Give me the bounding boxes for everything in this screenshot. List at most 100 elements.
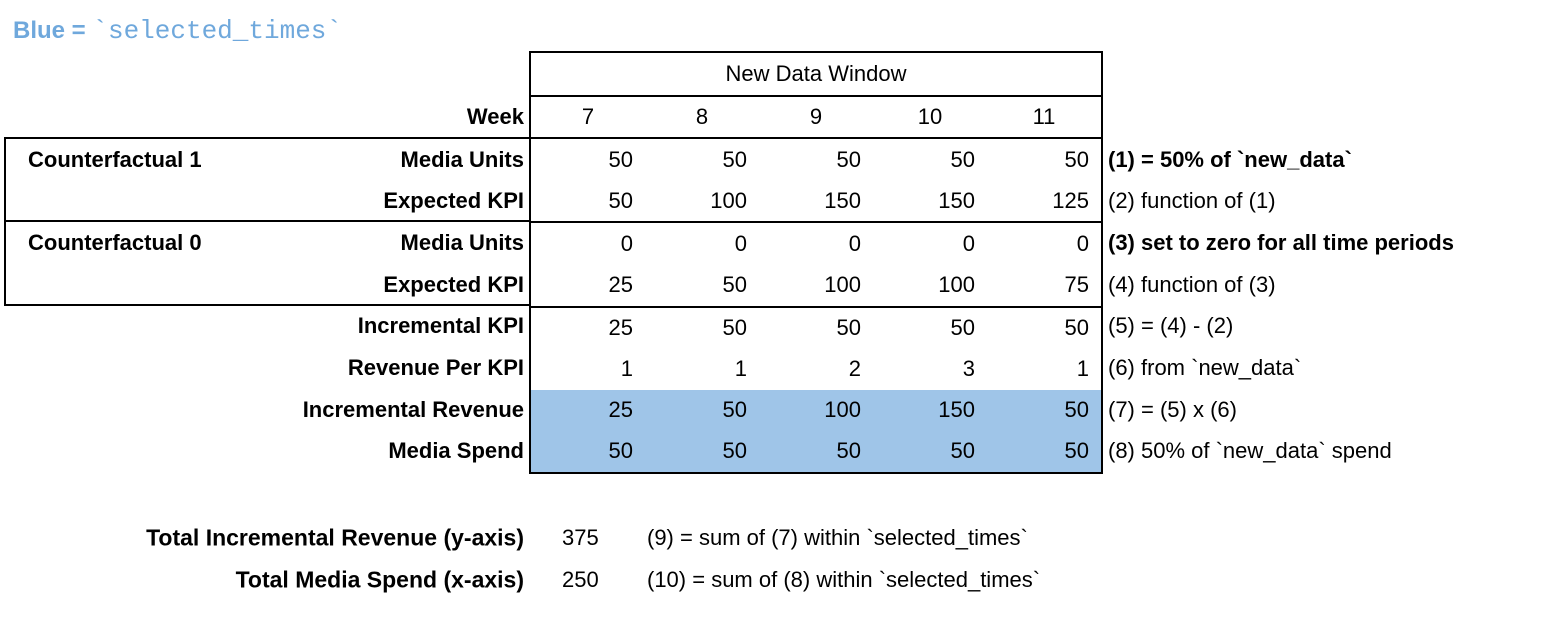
table-cell: 50: [722, 315, 747, 341]
table-cell: 50: [950, 146, 975, 172]
table-cell: 100: [710, 187, 747, 213]
new-data-window-header: New Data Window: [529, 51, 1103, 97]
table-cell: 1: [734, 356, 747, 382]
row-annotation: (2) function of (1): [1108, 188, 1276, 214]
row-label: Media Spend: [388, 438, 524, 464]
table-cell: 50: [836, 438, 861, 464]
table-cell: 50: [950, 438, 975, 464]
table-cell: 150: [938, 187, 975, 213]
row-meta: Revenue Per KPI (6) from `new_data`: [0, 347, 1544, 389]
table-cell: 50: [1064, 315, 1089, 341]
week-cell: 10: [917, 104, 943, 129]
row-label: Incremental Revenue: [302, 396, 524, 422]
table-cell: 50: [950, 315, 975, 341]
table-cell: 50: [1064, 146, 1089, 172]
table-cell: 25: [608, 315, 633, 341]
table-cell: 100: [824, 397, 861, 423]
row-annotation: (3) set to zero for all time periods: [1108, 230, 1454, 256]
counterfactual-1-box: [4, 137, 531, 223]
row-annotation: (5) = (4) - (2): [1108, 313, 1234, 339]
table-cell: 50: [836, 146, 861, 172]
row-labels-and-annotations: Counterfactual 1 Media Units (1) = 50% o…: [0, 139, 1544, 472]
table-cell: 50: [722, 397, 747, 423]
row-meta: Incremental Revenue (7) = (5) x (6): [0, 389, 1544, 431]
row-meta: Incremental KPI (5) = (4) - (2): [0, 306, 1544, 348]
table-row-media-spend-highlighted: 50 50 50 50 50: [531, 430, 1101, 472]
table-cell: 100: [824, 271, 861, 297]
legend-label: Blue =: [13, 17, 93, 44]
total-value: 375: [562, 525, 599, 550]
table-cell: 150: [938, 397, 975, 423]
row-meta: Expected KPI (4) function of (3): [0, 264, 1544, 306]
row-annotation: (6) from `new_data`: [1108, 354, 1302, 380]
legend-code: `selected_times`: [92, 16, 342, 46]
new-data-window-title: New Data Window: [725, 61, 907, 86]
row-meta: Counterfactual 1 Media Units (1) = 50% o…: [0, 139, 1544, 181]
table-cell: 75: [1064, 271, 1089, 297]
row-label: Expected KPI: [383, 271, 524, 297]
table-cell: 1: [1076, 356, 1089, 382]
total-incremental-revenue-row: Total Incremental Revenue (y-axis) 375 (…: [0, 517, 1544, 559]
row-meta: Expected KPI (2) function of (1): [0, 181, 1544, 223]
table-cell: 125: [1052, 187, 1089, 213]
group-label-counterfactual-1: Counterfactual 1: [28, 146, 202, 172]
table-cell: 0: [962, 230, 975, 256]
table-cell: 100: [938, 271, 975, 297]
week-cell: 9: [809, 104, 823, 129]
row-annotation: (1) = 50% of `new_data`: [1108, 146, 1352, 172]
week-row-label: Week: [466, 104, 524, 129]
legend: Blue = `selected_times`: [13, 16, 342, 46]
table-cell: 25: [608, 271, 633, 297]
data-grid: 50 50 50 50 50 50 100 150 150 125 0 0 0 …: [529, 137, 1103, 474]
table-cell: 0: [620, 230, 633, 256]
total-annotation: (10) = sum of (8) within `selected_times…: [647, 567, 1041, 592]
row-meta: Media Spend (8) 50% of `new_data` spend: [0, 430, 1544, 472]
table-cell: 0: [848, 230, 861, 256]
table-cell: 1: [620, 356, 633, 382]
table-cell: 50: [722, 146, 747, 172]
table-row-revenue-per-kpi: 1 1 2 3 1: [531, 349, 1101, 390]
total-label: Total Media Spend (x-axis): [235, 566, 524, 593]
week-row: Week 7 8 9 10 11: [0, 97, 1544, 137]
table-cell: 3: [962, 356, 975, 382]
row-label: Revenue Per KPI: [347, 354, 524, 380]
total-label: Total Incremental Revenue (y-axis): [146, 524, 524, 551]
table-row-media-units-cf0: 0 0 0 0 0: [531, 223, 1101, 264]
table-cell: 150: [824, 187, 861, 213]
table-cell: 50: [608, 438, 633, 464]
total-value: 250: [562, 567, 599, 592]
total-annotation: (9) = sum of (7) within `selected_times`: [647, 525, 1028, 550]
table-cell: 50: [608, 187, 633, 213]
table-cell: 50: [836, 315, 861, 341]
table-cell: 50: [608, 146, 633, 172]
row-annotation: (7) = (5) x (6): [1108, 396, 1237, 422]
row-annotation: (4) function of (3): [1108, 271, 1276, 297]
table-row-expected-kpi-cf1: 50 100 150 150 125: [531, 180, 1101, 224]
row-label: Media Units: [400, 146, 524, 172]
week-cell: 8: [695, 104, 709, 129]
table-row-incremental-revenue-highlighted: 25 50 100 150 50: [531, 389, 1101, 431]
table-cell: 50: [1064, 438, 1089, 464]
week-cell: 11: [1032, 104, 1056, 129]
table-cell: 0: [1076, 230, 1089, 256]
table-row-expected-kpi-cf0: 25 50 100 100 75: [531, 264, 1101, 308]
counterfactual-0-box: [4, 220, 531, 306]
week-cell: 7: [581, 104, 595, 129]
total-media-spend-row: Total Media Spend (x-axis) 250 (10) = su…: [0, 559, 1544, 601]
table-cell: 0: [734, 230, 747, 256]
row-label: Incremental KPI: [357, 313, 524, 339]
table-cell: 50: [722, 438, 747, 464]
week-cells: 7 8 9 10 11: [529, 97, 1103, 137]
table-row-incremental-kpi: 25 50 50 50 50: [531, 308, 1101, 349]
table-cell: 50: [1064, 397, 1089, 423]
row-label: Expected KPI: [383, 188, 524, 214]
row-label: Media Units: [400, 230, 524, 256]
row-annotation: (8) 50% of `new_data` spend: [1108, 438, 1392, 464]
table-row-media-units-cf1: 50 50 50 50 50: [531, 139, 1101, 180]
table-cell: 2: [848, 356, 861, 382]
group-label-counterfactual-0: Counterfactual 0: [28, 230, 202, 256]
table-cell: 25: [608, 397, 633, 423]
table-cell: 50: [722, 271, 747, 297]
row-meta: Counterfactual 0 Media Units (3) set to …: [0, 222, 1544, 264]
